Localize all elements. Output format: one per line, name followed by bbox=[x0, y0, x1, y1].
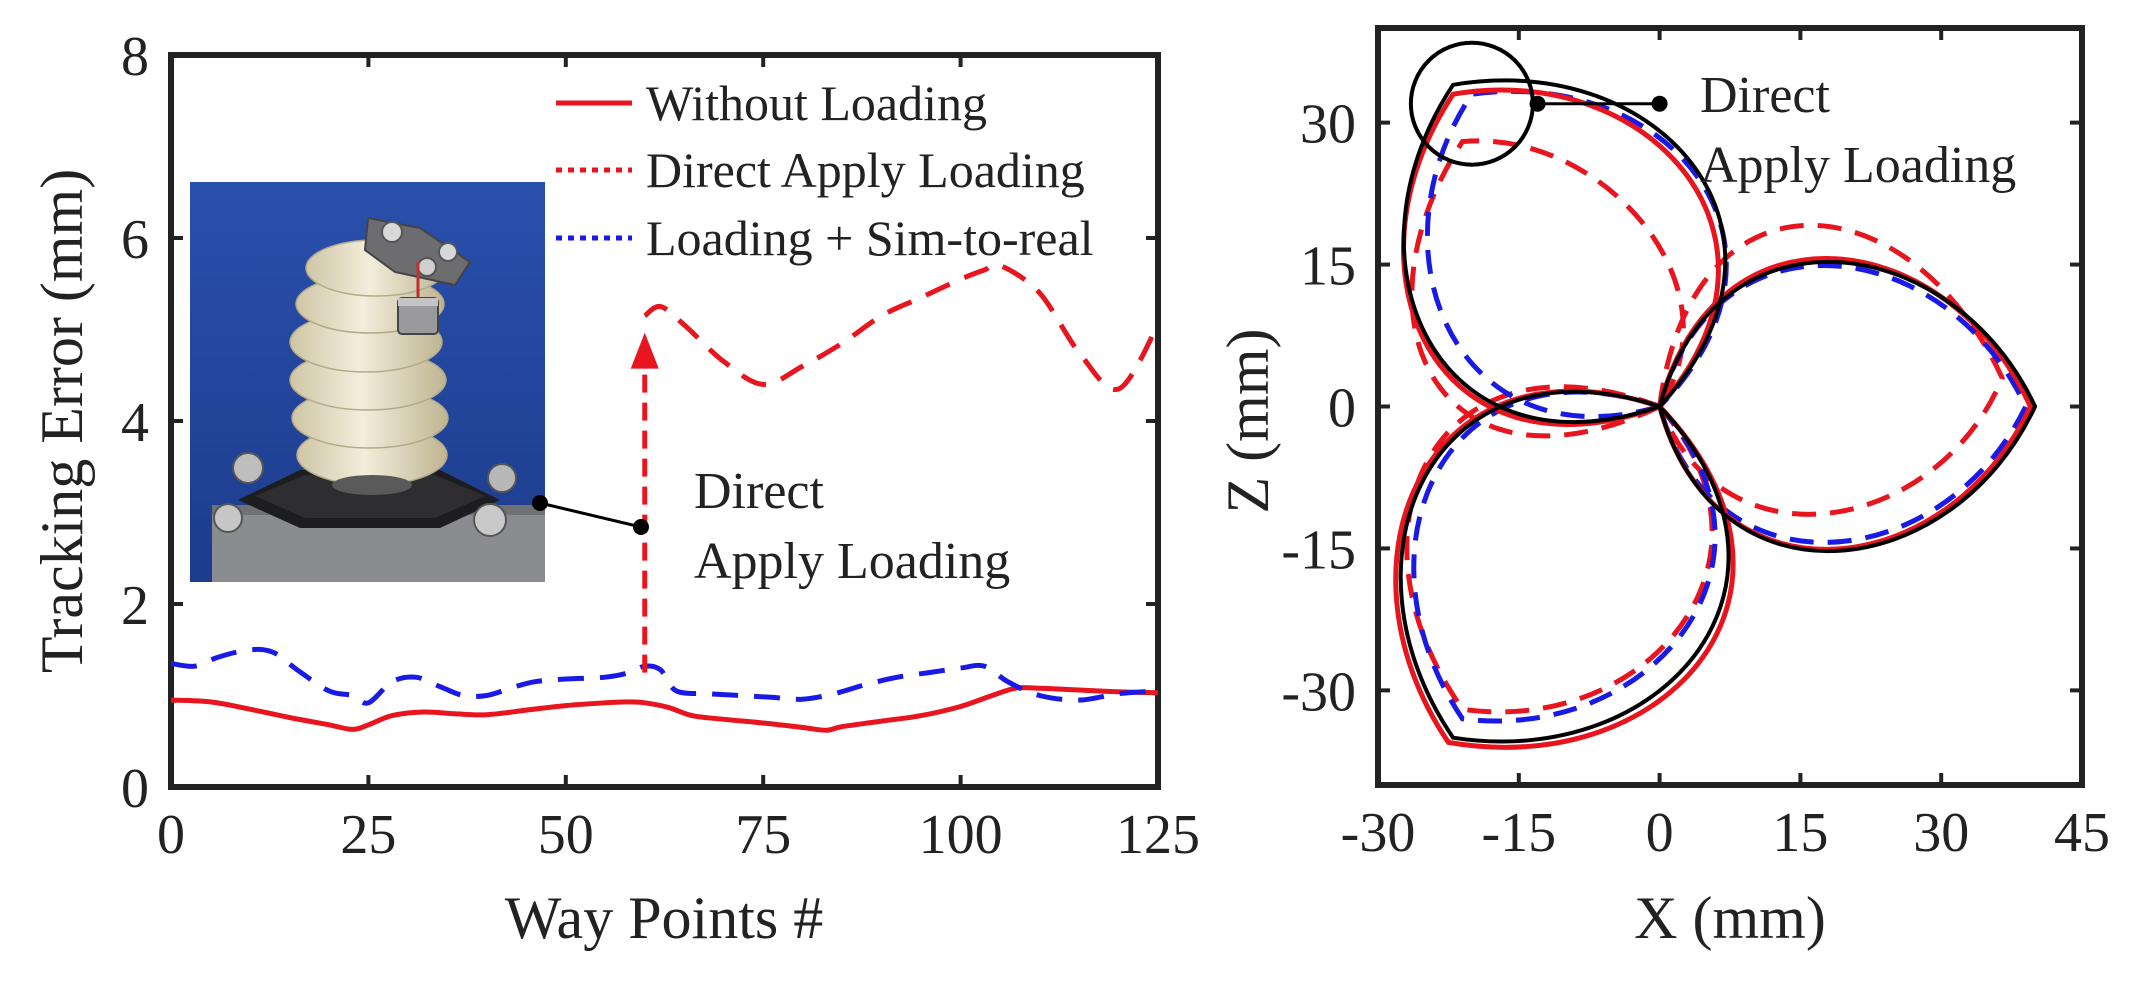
left-y-tick-label: 6 bbox=[121, 209, 149, 271]
right-y-tick-label: -30 bbox=[1281, 661, 1356, 723]
legend-label-direct-loading: Direct Apply Loading bbox=[646, 142, 1085, 198]
left-annotation-line1: Direct bbox=[694, 463, 824, 520]
left-x-axis-title: Way Points # bbox=[505, 885, 824, 951]
petal-sim-to-real-1 bbox=[1425, 88, 1729, 420]
petal-without-loading-1 bbox=[1401, 87, 1721, 427]
petal-reference-1 bbox=[1401, 78, 1728, 425]
legend: Without Loading Direct Apply Loading Loa… bbox=[556, 75, 1094, 266]
right-chart: -30 -15 0 15 30 45 -30 -15 0 15 30 Direct Apply Lo… bbox=[1215, 25, 2110, 951]
right-annotation-line1: Direct bbox=[1700, 67, 1830, 124]
right-y-tick-label: -15 bbox=[1281, 519, 1356, 581]
right-y-tick-label: 0 bbox=[1328, 378, 1356, 440]
annotation-circle bbox=[1408, 40, 1535, 167]
right-x-tick-label: -30 bbox=[1341, 802, 1416, 864]
left-x-tick-label: 100 bbox=[919, 804, 1003, 866]
photo-pointer-end bbox=[633, 519, 649, 535]
left-annotation-line2: Apply Loading bbox=[694, 533, 1010, 590]
petal-direct-loading-3 bbox=[1404, 384, 1715, 715]
petal-reference-2 bbox=[1657, 260, 2038, 553]
right-axis-ticks: -30 -15 0 15 30 45 -30 -15 0 15 30 bbox=[1281, 28, 2110, 864]
annotation-pointer-end bbox=[1651, 95, 1668, 112]
left-x-tick-label: 125 bbox=[1116, 804, 1200, 866]
soft-robot-arm-photo bbox=[190, 182, 545, 582]
left-chart: 0 25 50 75 100 125 0 2 4 6 8 bbox=[29, 26, 1200, 951]
series-direct-loading-line bbox=[643, 261, 1158, 392]
right-y-tick-label: 15 bbox=[1300, 236, 1356, 298]
left-x-tick-label: 75 bbox=[735, 804, 791, 866]
petal-sim-to-real-3 bbox=[1411, 389, 1718, 724]
petal-direct-loading-1 bbox=[1409, 138, 1686, 439]
right-x-axis-title: X (mm) bbox=[1634, 885, 1826, 951]
right-y-axis-title: Z (mm) bbox=[1215, 329, 1281, 514]
right-x-tick-label: 45 bbox=[2054, 802, 2110, 864]
right-x-tick-label: 0 bbox=[1646, 802, 1674, 864]
legend-label-without-loading: Without Loading bbox=[646, 75, 987, 131]
left-axis-ticks: 0 25 50 75 100 125 0 2 4 6 8 bbox=[121, 26, 1200, 866]
right-y-tick-label: 30 bbox=[1300, 94, 1356, 156]
petal-direct-loading-2 bbox=[1657, 222, 2005, 517]
left-y-axis-title: Tracking Error (mm) bbox=[29, 169, 95, 673]
right-x-tick-label: -15 bbox=[1481, 802, 1556, 864]
left-y-tick-label: 4 bbox=[121, 392, 149, 454]
right-x-tick-label: 15 bbox=[1772, 802, 1828, 864]
series-sim-to-real-line bbox=[171, 646, 1158, 706]
left-y-tick-label: 8 bbox=[121, 26, 149, 88]
photo-pointer-line bbox=[539, 501, 642, 529]
right-x-tick-label: 30 bbox=[1913, 802, 1969, 864]
series-without-loading-line bbox=[171, 685, 1158, 733]
right-annotation-line2: Apply Loading bbox=[1700, 137, 2016, 194]
left-x-tick-label: 50 bbox=[538, 804, 594, 866]
legend-label-sim-to-real: Loading + Sim-to-real bbox=[646, 210, 1094, 266]
left-y-tick-label: 0 bbox=[121, 758, 149, 820]
left-x-tick-label: 25 bbox=[340, 804, 396, 866]
left-x-tick-label: 0 bbox=[157, 804, 185, 866]
left-y-tick-label: 2 bbox=[121, 575, 149, 637]
petal-reference-3 bbox=[1398, 389, 1731, 744]
loading-arrow-head bbox=[630, 332, 659, 369]
